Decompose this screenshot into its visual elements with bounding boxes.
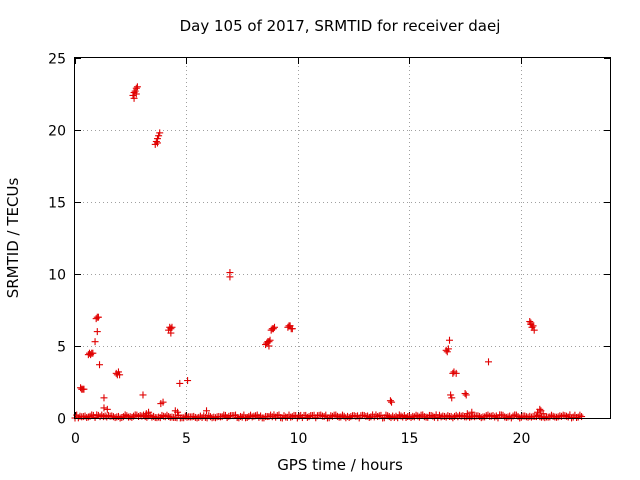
data-point — [103, 413, 111, 421]
y-tick-label: 15 — [48, 196, 66, 212]
data-point — [155, 413, 163, 421]
data-point — [103, 405, 111, 413]
data-point — [463, 410, 471, 418]
data-point — [156, 129, 164, 137]
data-point — [427, 411, 435, 419]
data-point — [100, 394, 108, 402]
data-point — [269, 325, 277, 333]
data-point — [386, 397, 394, 405]
x-tick-label: 5 — [182, 431, 191, 447]
data-point — [235, 414, 243, 422]
data-point — [100, 404, 108, 412]
y-axis-ticks: 0 5 10 15 20 25 — [48, 52, 610, 428]
x-tick-label: 0 — [71, 431, 80, 447]
data-point — [547, 411, 555, 419]
data-point — [407, 413, 415, 421]
data-point — [576, 411, 584, 419]
x-tick-label: 15 — [401, 431, 419, 447]
data-point — [260, 414, 268, 422]
data-point — [159, 398, 167, 406]
chart-title: Day 105 of 2017, SRMTID for receiver dae… — [180, 17, 501, 35]
data-point — [388, 398, 396, 406]
y-tick-label: 0 — [57, 412, 66, 428]
data-point — [167, 329, 175, 337]
data-point — [248, 413, 256, 421]
x-tick-label: 20 — [513, 431, 531, 447]
data-point — [184, 377, 192, 385]
data-point — [481, 413, 489, 421]
data-point — [139, 391, 147, 399]
data-point — [218, 413, 226, 421]
y-axis-label: SRMTID / TECUs — [4, 178, 22, 299]
data-point — [484, 411, 492, 419]
data-point — [89, 349, 97, 357]
y-tick-label: 20 — [48, 124, 66, 140]
grid-lines — [75, 58, 610, 418]
data-point — [132, 90, 140, 98]
data-point — [116, 371, 124, 379]
data-point — [74, 414, 82, 422]
data-point — [448, 394, 456, 402]
data-point — [145, 408, 153, 416]
data-point — [80, 385, 88, 393]
data-point — [266, 336, 274, 344]
x-tick-label: 10 — [290, 431, 308, 447]
data-point — [485, 358, 493, 366]
data-point — [168, 323, 176, 331]
data-point — [247, 411, 255, 419]
y-tick-label: 5 — [57, 340, 66, 356]
data-point — [494, 414, 502, 422]
data-point — [468, 408, 476, 416]
data-point — [462, 391, 470, 399]
data-point — [203, 407, 211, 415]
data-point — [345, 413, 353, 421]
data-point — [578, 413, 586, 421]
data-point — [265, 342, 273, 350]
data-point — [133, 83, 141, 91]
data-point — [96, 361, 104, 369]
data-point — [444, 412, 452, 420]
data-point — [153, 139, 161, 147]
data-point — [527, 319, 535, 327]
data-point — [477, 414, 485, 422]
data-point — [93, 328, 101, 336]
data-point — [130, 94, 138, 102]
data-point — [226, 273, 234, 281]
data-point — [211, 414, 219, 422]
y-tick-label: 10 — [48, 268, 66, 284]
data-point — [536, 405, 544, 413]
data-point — [176, 379, 184, 387]
data-point — [530, 326, 538, 334]
data-point — [288, 325, 296, 333]
data-point — [382, 411, 390, 419]
data-point — [288, 413, 296, 421]
data-point — [446, 336, 453, 344]
data-point — [305, 413, 313, 421]
y-tick-label: 25 — [48, 52, 66, 68]
data-point — [271, 323, 279, 331]
data-point — [444, 345, 452, 353]
x-axis-label: GPS time / hours — [277, 456, 403, 474]
data-point — [98, 411, 106, 419]
x-axis-ticks: 0 5 10 15 20 — [71, 58, 530, 447]
data-point — [461, 390, 469, 398]
plot-frame — [74, 57, 611, 419]
data-point — [91, 338, 99, 346]
data-point — [146, 411, 154, 419]
data-point — [174, 408, 182, 416]
data-point — [435, 411, 443, 419]
data-points — [71, 83, 586, 422]
data-point — [539, 410, 547, 418]
data-point — [491, 413, 499, 421]
data-point — [504, 413, 512, 421]
data-point — [94, 313, 102, 321]
data-point — [442, 413, 450, 421]
data-point — [452, 369, 460, 377]
data-point — [534, 411, 542, 419]
